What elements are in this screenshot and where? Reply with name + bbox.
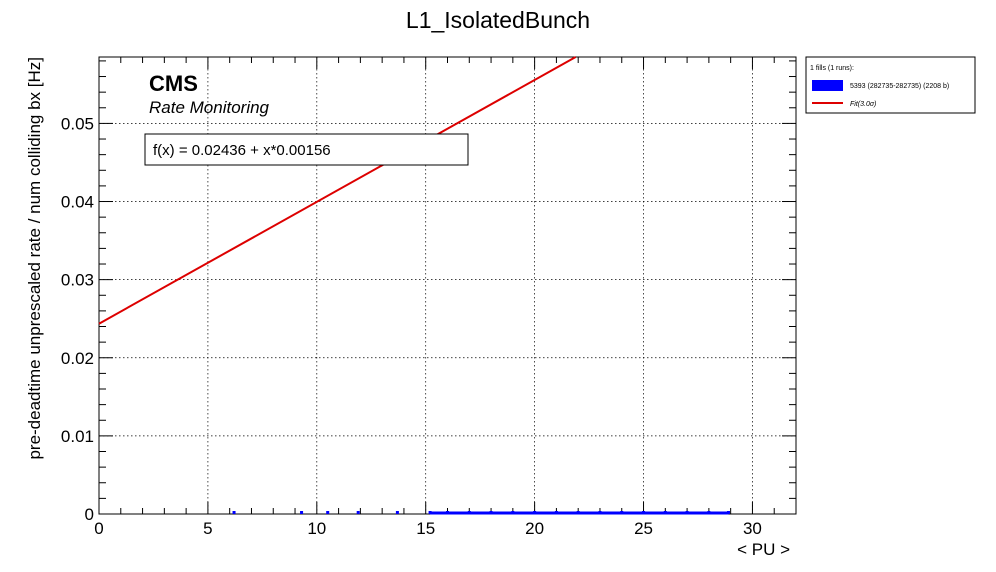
y-tick-labels: 0 0.01 0.02 0.03 0.04 0.05	[61, 114, 94, 524]
legend: 1 fills (1 runs): 5393 (282735-282735) (…	[805, 56, 976, 114]
data-point	[533, 511, 537, 514]
x-tick-label: 25	[634, 519, 653, 538]
data-point	[428, 511, 432, 514]
data-point	[642, 511, 646, 514]
data-point	[707, 511, 711, 514]
y-tick-label: 0.01	[61, 427, 94, 446]
y-tick-label: 0.02	[61, 349, 94, 368]
data-point	[511, 511, 515, 514]
data-point	[300, 511, 304, 514]
x-tick-label: 30	[743, 519, 762, 538]
data-point	[598, 511, 602, 514]
data-point	[446, 511, 449, 514]
y-tick-label: 0.03	[61, 271, 94, 290]
data-point	[554, 511, 558, 514]
plot-frame	[98, 56, 797, 515]
y-tick-label: 0.04	[61, 193, 94, 212]
legend-fit-entry: Fit(3.0σ)	[850, 101, 876, 108]
data-point	[395, 511, 399, 514]
x-tick-label: 20	[525, 519, 544, 538]
y-tick-label: 0	[85, 505, 94, 524]
x-tick-label: 15	[416, 519, 435, 538]
x-tick-label: 0	[94, 519, 103, 538]
data-point	[576, 511, 580, 514]
legend-fill-swatch	[812, 80, 843, 91]
fit-formula-text: f(x) = 0.02436 + x*0.00156	[153, 142, 331, 159]
legend-header: 1 fills (1 runs):	[810, 65, 854, 72]
data-point	[356, 511, 360, 514]
data-point	[620, 511, 624, 514]
data-point	[726, 511, 730, 514]
chart-title: L1_IsolatedBunch	[406, 7, 590, 33]
data-point	[489, 511, 493, 514]
rate-monitoring-label: Rate Monitoring	[149, 98, 270, 117]
data-point	[663, 511, 667, 514]
data-point	[685, 511, 689, 514]
x-tick-labels: 0 5 10 15 20 25 30	[94, 519, 762, 538]
data-point	[326, 511, 330, 514]
fit-formula-box	[144, 133, 469, 166]
data-marks	[98, 56, 730, 515]
x-axis-title: < PU >	[737, 540, 790, 559]
y-axis-title: pre-deadtime unprescaled rate / num coll…	[25, 57, 44, 460]
grid-lines	[99, 57, 796, 514]
x-tick-label: 10	[307, 519, 326, 538]
cms-label: CMS	[149, 71, 198, 96]
legend-fill-entry: 5393 (282735-282735) (2208 b)	[850, 83, 949, 90]
data-point	[467, 511, 471, 514]
x-tick-label: 5	[203, 519, 212, 538]
data-point	[232, 511, 236, 514]
axis-ticks	[98, 57, 797, 515]
fit-line	[98, 56, 577, 325]
y-tick-label: 0.05	[61, 114, 94, 133]
